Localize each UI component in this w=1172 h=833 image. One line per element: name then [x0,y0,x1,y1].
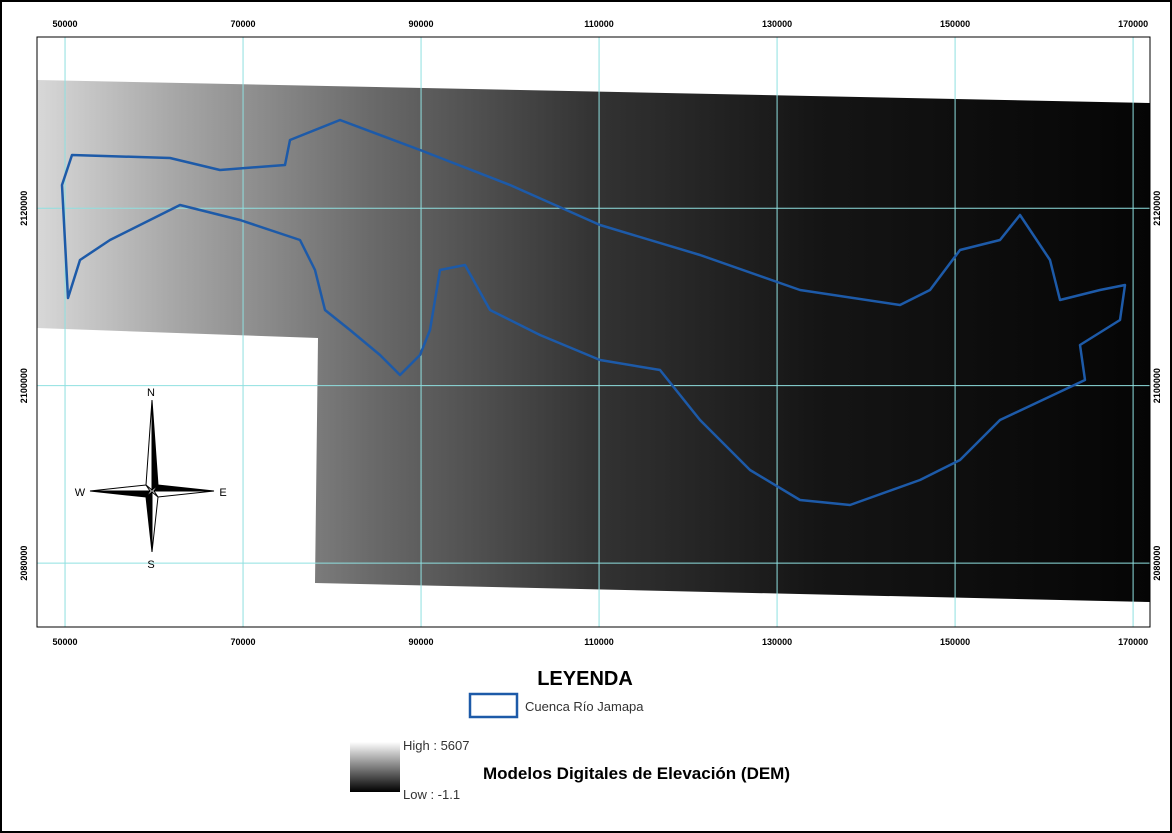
x-tick-label: 150000 [940,19,970,29]
compass-s: S [147,559,154,571]
compass-e: E [219,487,226,499]
compass-n: N [147,387,155,399]
x-tick-label: 130000 [762,637,792,647]
x-tick-label: 90000 [409,637,434,647]
x-tick-label: 50000 [53,19,78,29]
x-tick-label: 110000 [584,19,614,29]
y-tick-label: 2100000 [1152,368,1162,403]
x-tick-label: 70000 [231,637,256,647]
compass-w: W [75,487,86,499]
y-tick-label: 2080000 [1152,546,1162,581]
x-tick-label: 70000 [231,19,256,29]
legend-basin-label: Cuenca Río Jamapa [525,699,644,714]
legend-low: Low : -1.1 [403,787,460,802]
legend-dem-label: Modelos Digitales de Elevación (DEM) [483,764,790,783]
y-tick-label: 2120000 [19,191,29,226]
y-tick-label: 2100000 [19,368,29,403]
map-layout: 50000 50000 70000 70000 90000 90000 110000 1100… [0,0,1172,833]
x-tick-label: 50000 [53,637,78,647]
x-tick-label: 170000 [1118,19,1148,29]
x-tick-label: 150000 [940,637,970,647]
x-tick-label: 110000 [584,637,614,647]
y-tick-label: 2120000 [1152,191,1162,226]
y-tick-label: 2080000 [19,546,29,581]
x-tick-label: 130000 [762,19,792,29]
legend-high: High : 5607 [403,738,470,753]
legend-title: LEYENDA [537,668,633,690]
x-tick-label: 170000 [1118,637,1148,647]
legend-dem-ramp [350,742,400,792]
x-tick-label: 90000 [409,19,434,29]
